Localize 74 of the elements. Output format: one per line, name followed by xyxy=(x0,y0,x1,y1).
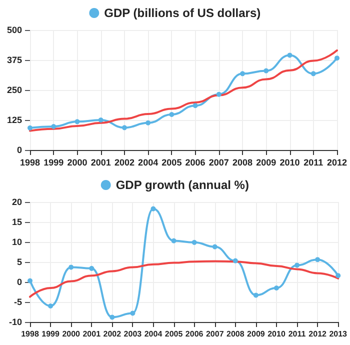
point xyxy=(51,124,56,129)
y-tick-label: 0 xyxy=(16,277,22,287)
y-tick-label: 20 xyxy=(12,197,22,207)
y-tick-label: 15 xyxy=(12,217,22,227)
x-tick-label: 2001 xyxy=(90,158,111,168)
point xyxy=(336,273,341,278)
x-tick-label: 2013 xyxy=(329,330,348,338)
point xyxy=(98,118,104,122)
y-tick-label: 5 xyxy=(16,257,22,267)
point xyxy=(192,240,197,245)
x-tick-label: 2002 xyxy=(114,158,134,168)
point xyxy=(253,292,258,298)
x-tick-label: 1999 xyxy=(44,158,64,168)
x-tick-label: 2006 xyxy=(185,158,206,168)
point xyxy=(216,92,222,97)
x-tick-label: 2010 xyxy=(280,158,300,168)
x-tick-label: 2009 xyxy=(247,330,266,338)
point xyxy=(169,112,174,117)
y-tick-label: -5 xyxy=(14,297,22,307)
y-tick-label: 250 xyxy=(6,85,22,95)
x-tick-label: 2009 xyxy=(256,158,276,168)
point xyxy=(232,258,238,264)
x-tick-label: 2010 xyxy=(268,330,286,338)
y-tick-label: 500 xyxy=(6,25,22,35)
point xyxy=(212,244,218,250)
point xyxy=(287,52,292,58)
point xyxy=(146,120,151,126)
x-tick-label: 2011 xyxy=(288,330,306,338)
y-tick-label: 10 xyxy=(12,237,22,247)
point xyxy=(89,266,94,271)
x-tick-label: 1999 xyxy=(42,330,60,338)
x-tick-label: 2003 xyxy=(124,330,142,338)
x-tick-label: 2008 xyxy=(226,330,245,338)
point xyxy=(48,304,54,308)
x-tick-label: 2007 xyxy=(206,330,224,338)
x-tick-label: 2002 xyxy=(103,330,122,338)
point xyxy=(150,206,156,212)
x-tick-label: 2008 xyxy=(232,158,253,168)
point xyxy=(294,262,300,268)
x-tick-label: 2012 xyxy=(326,158,348,168)
point xyxy=(68,264,74,270)
x-tick-label: 1998 xyxy=(20,158,40,168)
point xyxy=(171,238,176,244)
point xyxy=(315,257,320,262)
y-tick-label: 375 xyxy=(6,55,22,65)
point xyxy=(274,286,279,290)
x-tick-label: 2005 xyxy=(164,330,184,338)
point xyxy=(264,68,269,74)
x-tick-label: 2004 xyxy=(144,330,163,338)
x-tick-label: 2011 xyxy=(304,158,324,168)
x-tick-label: 2007 xyxy=(208,158,229,168)
point xyxy=(310,71,316,76)
x-tick-label: 2005 xyxy=(162,158,182,168)
x-tick-label: 1998 xyxy=(21,330,40,338)
x-tick-label: 2001 xyxy=(82,330,102,338)
x-tick-label: 2000 xyxy=(62,330,81,338)
point xyxy=(110,314,115,320)
y-tick-label: 125 xyxy=(6,115,22,125)
x-tick-label: 2012 xyxy=(308,330,328,338)
point xyxy=(122,125,127,130)
point xyxy=(130,310,136,316)
point xyxy=(74,119,80,124)
x-tick-label: 2000 xyxy=(67,158,88,168)
y-tick-label: 0 xyxy=(16,145,22,155)
legend-label: GDP (billions of US dollars) xyxy=(104,6,261,20)
x-tick-label: 2004 xyxy=(138,158,158,168)
y-tick-label: -10 xyxy=(8,317,22,327)
point xyxy=(28,125,32,130)
point xyxy=(334,56,340,61)
legend-label: GDP growth (annual %) xyxy=(116,178,249,192)
x-tick-label: 2006 xyxy=(185,330,204,338)
point xyxy=(240,71,246,76)
point xyxy=(28,278,32,284)
point xyxy=(192,103,198,108)
